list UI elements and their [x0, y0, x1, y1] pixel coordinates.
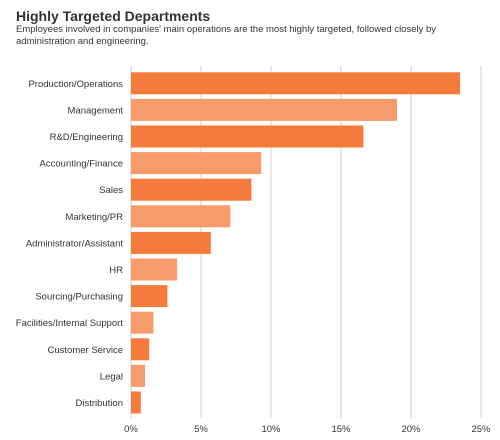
category-label: Administrator/Assistant	[26, 238, 124, 249]
x-tick-label: 15%	[331, 424, 351, 435]
bar	[131, 258, 178, 281]
bar	[131, 72, 460, 95]
category-label: Distribution	[75, 398, 123, 409]
category-label: HR	[109, 265, 123, 276]
chart-title: Highly Targeted Departments	[16, 8, 211, 24]
bar	[131, 338, 150, 361]
chart-subtitle: Employees involved in companies' main op…	[16, 24, 437, 47]
bar	[131, 125, 364, 148]
bar	[131, 178, 252, 201]
category-label: Facilities/Internal Support	[16, 318, 124, 329]
bar	[131, 98, 397, 121]
bar	[131, 364, 145, 387]
category-label: Production/Operations	[28, 79, 123, 90]
category-label: Legal	[100, 371, 123, 382]
category-label: R&D/Engineering	[50, 132, 123, 143]
category-label: Accounting/Finance	[40, 159, 123, 170]
bar	[131, 231, 211, 254]
category-label: Sourcing/Purchasing	[35, 292, 123, 303]
bar	[131, 391, 141, 414]
category-label: Management	[68, 105, 124, 116]
category-label: Marketing/PR	[65, 212, 123, 223]
bar	[131, 205, 231, 228]
x-tick-label: 0%	[124, 424, 138, 435]
bar	[131, 285, 168, 308]
x-tick-label: 25%	[471, 424, 491, 435]
x-tick-label: 20%	[401, 424, 421, 435]
x-tick-label: 5%	[194, 424, 208, 435]
bar	[131, 152, 262, 175]
category-label: Sales	[99, 185, 123, 196]
category-label: Customer Service	[48, 345, 124, 356]
bar	[131, 311, 154, 334]
x-tick-label: 10%	[261, 424, 281, 435]
